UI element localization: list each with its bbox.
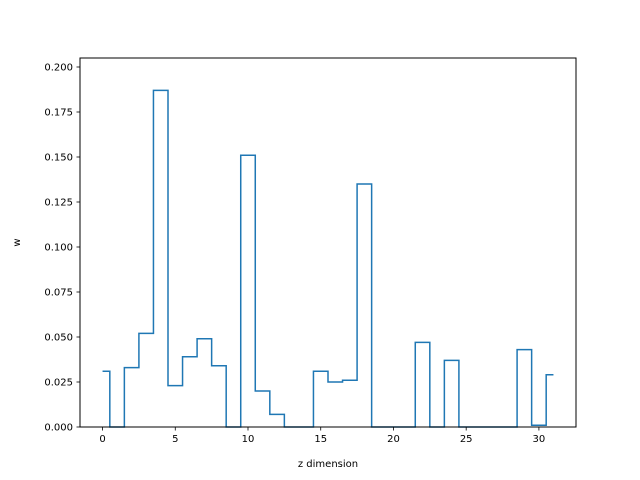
x-tick-label: 10 xyxy=(242,434,255,445)
x-tick-label: 0 xyxy=(99,434,105,445)
y-axis-label: w xyxy=(12,238,23,246)
y-tick-label: 0.125 xyxy=(44,198,73,209)
x-tick-label: 15 xyxy=(314,434,327,445)
x-axis-ticks: 0 5 10 15 20 25 30 xyxy=(99,427,545,445)
x-tick-label: 25 xyxy=(460,434,473,445)
x-axis-label: z dimension xyxy=(298,459,358,470)
y-tick-label: 0.025 xyxy=(44,378,73,389)
y-tick-label: 0.000 xyxy=(44,423,73,434)
y-tick-label: 0.075 xyxy=(44,288,73,299)
axes-frame xyxy=(79,57,577,428)
y-tick-label: 0.100 xyxy=(44,243,73,254)
x-tick-label: 30 xyxy=(533,434,546,445)
y-tick-label: 0.175 xyxy=(44,108,73,119)
x-tick-label: 5 xyxy=(172,434,178,445)
y-tick-label: 0.050 xyxy=(44,333,73,344)
y-axis-ticks: 0.000 0.025 0.050 0.075 0.100 0.125 0.150 0.175… xyxy=(44,63,80,434)
x-tick-label: 20 xyxy=(387,434,400,445)
y-tick-label: 0.150 xyxy=(44,153,73,164)
y-tick-label: 0.200 xyxy=(44,63,73,74)
